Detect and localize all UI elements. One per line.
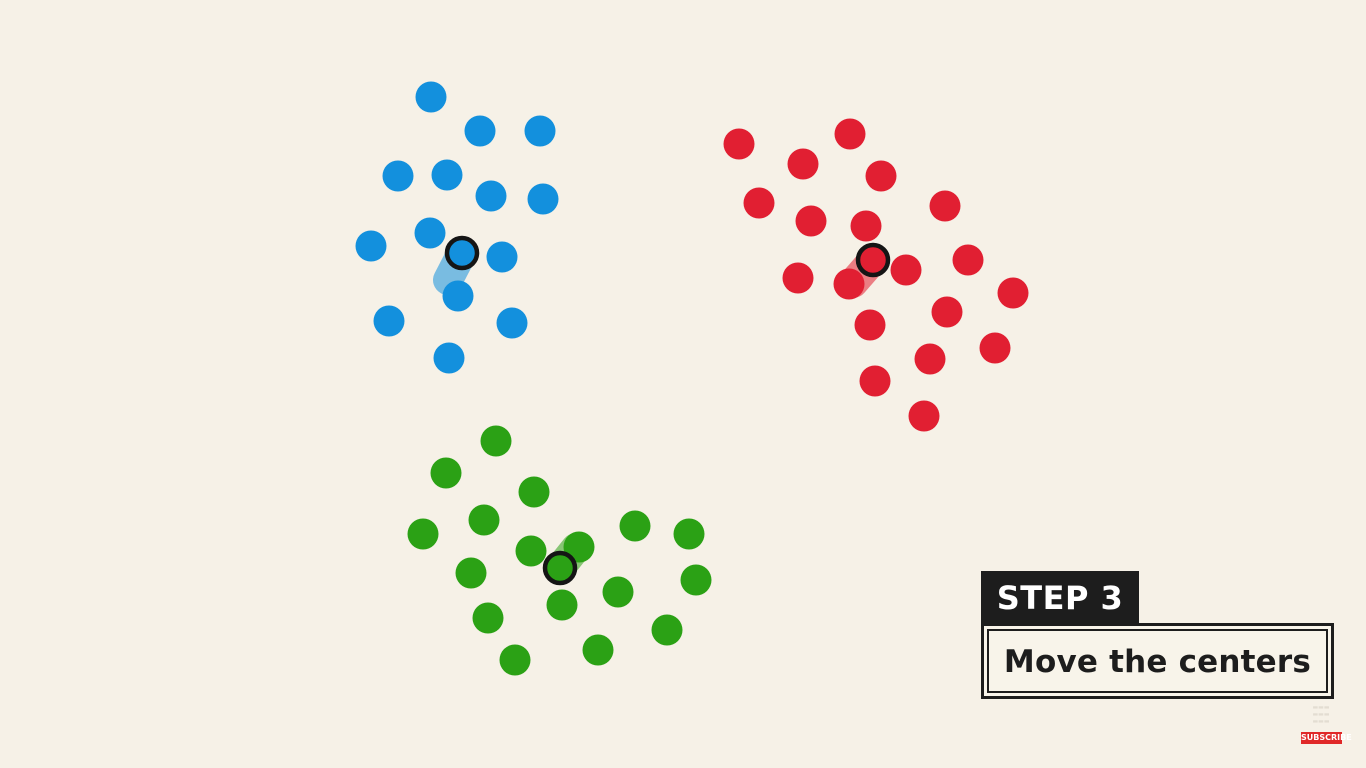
red-data-point [743, 187, 775, 219]
red-data-point [795, 205, 827, 237]
red-data-point [854, 309, 886, 341]
red-data-point [723, 128, 755, 160]
green-data-point [472, 602, 504, 634]
red-data-point [931, 296, 963, 328]
blue-data-point [442, 280, 474, 312]
step-label: STEP 3 [981, 571, 1139, 623]
red-data-point [859, 365, 891, 397]
blue-data-point [527, 183, 559, 215]
blue-data-point [464, 115, 496, 147]
green-data-point [430, 457, 462, 489]
blue-data-point [486, 241, 518, 273]
blue-data-point [415, 81, 447, 113]
blue-data-point [431, 159, 463, 191]
blue-data-point [355, 230, 387, 262]
red-data-point [914, 343, 946, 375]
green-data-point [546, 589, 578, 621]
green-data-point [619, 510, 651, 542]
blue-data-point [414, 217, 446, 249]
data-points [355, 81, 1029, 676]
red-cluster-center [855, 242, 891, 278]
green-data-point [499, 644, 531, 676]
green-data-point [602, 576, 634, 608]
subscribe-button[interactable]: SUBSCRIBE [1301, 732, 1352, 744]
red-data-point [865, 160, 897, 192]
red-data-point [979, 332, 1011, 364]
green-data-point [651, 614, 683, 646]
step-caption: Move the centers [981, 623, 1334, 699]
blue-data-point [433, 342, 465, 374]
green-data-point [455, 557, 487, 589]
cluster-centers [444, 235, 891, 586]
green-data-point [582, 634, 614, 666]
subscribe-watermark[interactable]: ▬▬▬ ▬▬▬ ▬▬▬ SUBSCRIBE [1298, 704, 1352, 744]
green-data-point [407, 518, 439, 550]
center-movement-trails [433, 238, 888, 583]
green-data-point [480, 425, 512, 457]
red-data-point [929, 190, 961, 222]
blue-data-point [475, 180, 507, 212]
green-data-point [468, 504, 500, 536]
blue-data-point [382, 160, 414, 192]
green-cluster-center [542, 550, 578, 586]
red-data-point [890, 254, 922, 286]
blue-data-point [373, 305, 405, 337]
channel-logo: ▬▬▬ ▬▬▬ ▬▬▬ [1312, 704, 1330, 725]
green-data-point [673, 518, 705, 550]
blue-cluster-center [444, 235, 480, 271]
green-data-point [518, 476, 550, 508]
red-data-point [997, 277, 1029, 309]
red-data-point [908, 400, 940, 432]
red-data-point [782, 262, 814, 294]
green-data-point [515, 535, 547, 567]
red-data-point [834, 118, 866, 150]
red-data-point [850, 210, 882, 242]
blue-data-point [524, 115, 556, 147]
blue-data-point [496, 307, 528, 339]
red-data-point [833, 268, 865, 300]
red-data-point [787, 148, 819, 180]
green-data-point [563, 531, 595, 563]
red-data-point [952, 244, 984, 276]
green-data-point [680, 564, 712, 596]
